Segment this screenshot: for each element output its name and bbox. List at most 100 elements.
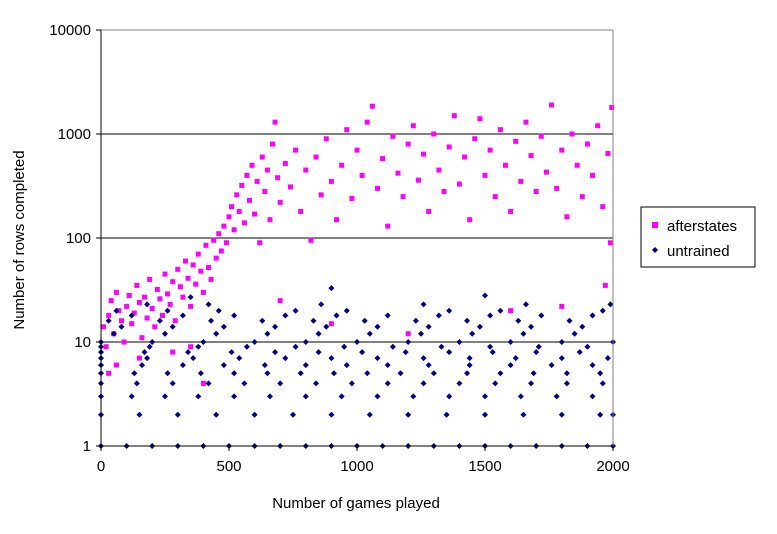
legend-marker-untrained	[652, 247, 658, 253]
afterstates-point	[528, 153, 534, 159]
untrained-point	[420, 380, 427, 387]
untrained-point	[563, 370, 570, 377]
untrained-point	[571, 330, 578, 337]
untrained-point	[213, 330, 220, 337]
afterstates-point	[354, 147, 360, 153]
untrained-point	[361, 317, 368, 324]
untrained-point	[558, 355, 565, 362]
afterstates-point	[369, 103, 375, 109]
afterstates-point	[298, 208, 304, 214]
afterstates-point	[246, 197, 252, 203]
untrained-point	[179, 312, 186, 319]
untrained-point	[397, 370, 404, 377]
untrained-point	[272, 349, 279, 356]
untrained-point	[187, 294, 194, 301]
untrained-point	[482, 411, 488, 418]
afterstates-point	[462, 154, 468, 160]
afterstates-point	[400, 194, 406, 200]
untrained-point	[164, 307, 171, 314]
afterstates-point	[431, 131, 437, 137]
afterstates-point	[441, 188, 447, 194]
afterstates-point	[270, 141, 276, 147]
afterstates-point	[249, 162, 255, 168]
y-tick-label: 100	[66, 230, 91, 247]
untrained-point	[589, 393, 596, 400]
untrained-point	[364, 370, 371, 377]
afterstates-point	[364, 119, 370, 125]
untrained-point	[315, 349, 322, 356]
afterstates-point	[600, 204, 606, 210]
untrained-point	[323, 323, 330, 330]
y-tick-label: 1000	[58, 126, 91, 143]
afterstates-point	[162, 271, 168, 277]
untrained-point	[576, 349, 583, 356]
afterstates-point	[415, 177, 421, 183]
untrained-point	[530, 370, 537, 377]
untrained-point	[220, 323, 227, 330]
afterstates-point	[149, 305, 155, 311]
y-tick-label: 10	[74, 334, 91, 351]
afterstates-point	[380, 156, 386, 162]
legend: afterstates untrained	[640, 206, 756, 268]
afterstates-point	[564, 214, 570, 220]
afterstates-point	[124, 303, 130, 309]
untrained-point	[315, 330, 322, 337]
afterstates-point	[177, 284, 183, 290]
untrained-point	[507, 362, 514, 369]
untrained-point	[313, 380, 320, 387]
afterstates-point	[159, 312, 165, 318]
afterstates-point	[334, 217, 340, 223]
untrained-point	[487, 343, 494, 350]
afterstates-point	[157, 296, 163, 302]
untrained-point	[522, 301, 529, 308]
afterstates-point	[344, 127, 350, 133]
afterstates-point	[385, 223, 391, 229]
afterstates-point	[554, 185, 560, 191]
afterstates-point	[609, 104, 615, 110]
untrained-point	[190, 355, 197, 362]
untrained-point	[200, 339, 207, 345]
afterstates-point	[203, 242, 209, 248]
afterstates-point	[318, 192, 324, 198]
afterstates-point	[579, 194, 585, 200]
untrained-point	[348, 380, 355, 387]
untrained-point	[343, 362, 350, 369]
untrained-point	[359, 349, 366, 356]
afterstates-point	[446, 144, 452, 150]
untrained-point	[302, 393, 309, 400]
afterstates-point	[234, 192, 240, 198]
afterstates-point	[113, 362, 119, 368]
afterstates-point	[147, 276, 153, 282]
untrained-point	[435, 312, 442, 319]
afterstates-point	[216, 231, 222, 237]
untrained-point	[113, 307, 120, 314]
axes	[96, 29, 614, 451]
afterstates-point	[129, 321, 135, 327]
afterstates-point	[206, 265, 212, 271]
untrained-point	[169, 380, 176, 387]
untrained-point	[515, 317, 522, 324]
untrained-point	[456, 339, 463, 345]
afterstates-point	[518, 178, 524, 184]
afterstates-point	[136, 355, 142, 361]
untrained-point	[374, 355, 381, 362]
afterstates-point	[241, 220, 247, 226]
afterstates-point	[113, 289, 119, 295]
x-tick-label: 2000	[596, 458, 629, 475]
untrained-point	[169, 323, 176, 330]
untrained-point	[128, 393, 135, 400]
untrained-point	[512, 355, 519, 362]
untrained-point	[420, 355, 427, 362]
untrained-point	[384, 380, 391, 387]
afterstates-point	[239, 182, 245, 188]
untrained-point	[251, 411, 258, 418]
afterstates-point	[308, 237, 314, 243]
untrained-point	[528, 380, 535, 387]
afterstates-point	[605, 150, 611, 156]
afterstates-point	[559, 303, 565, 309]
afterstates-point	[236, 208, 242, 214]
untrained-point	[430, 370, 437, 377]
untrained-point	[231, 370, 238, 377]
untrained-point	[482, 292, 488, 299]
untrained-point	[405, 339, 412, 345]
